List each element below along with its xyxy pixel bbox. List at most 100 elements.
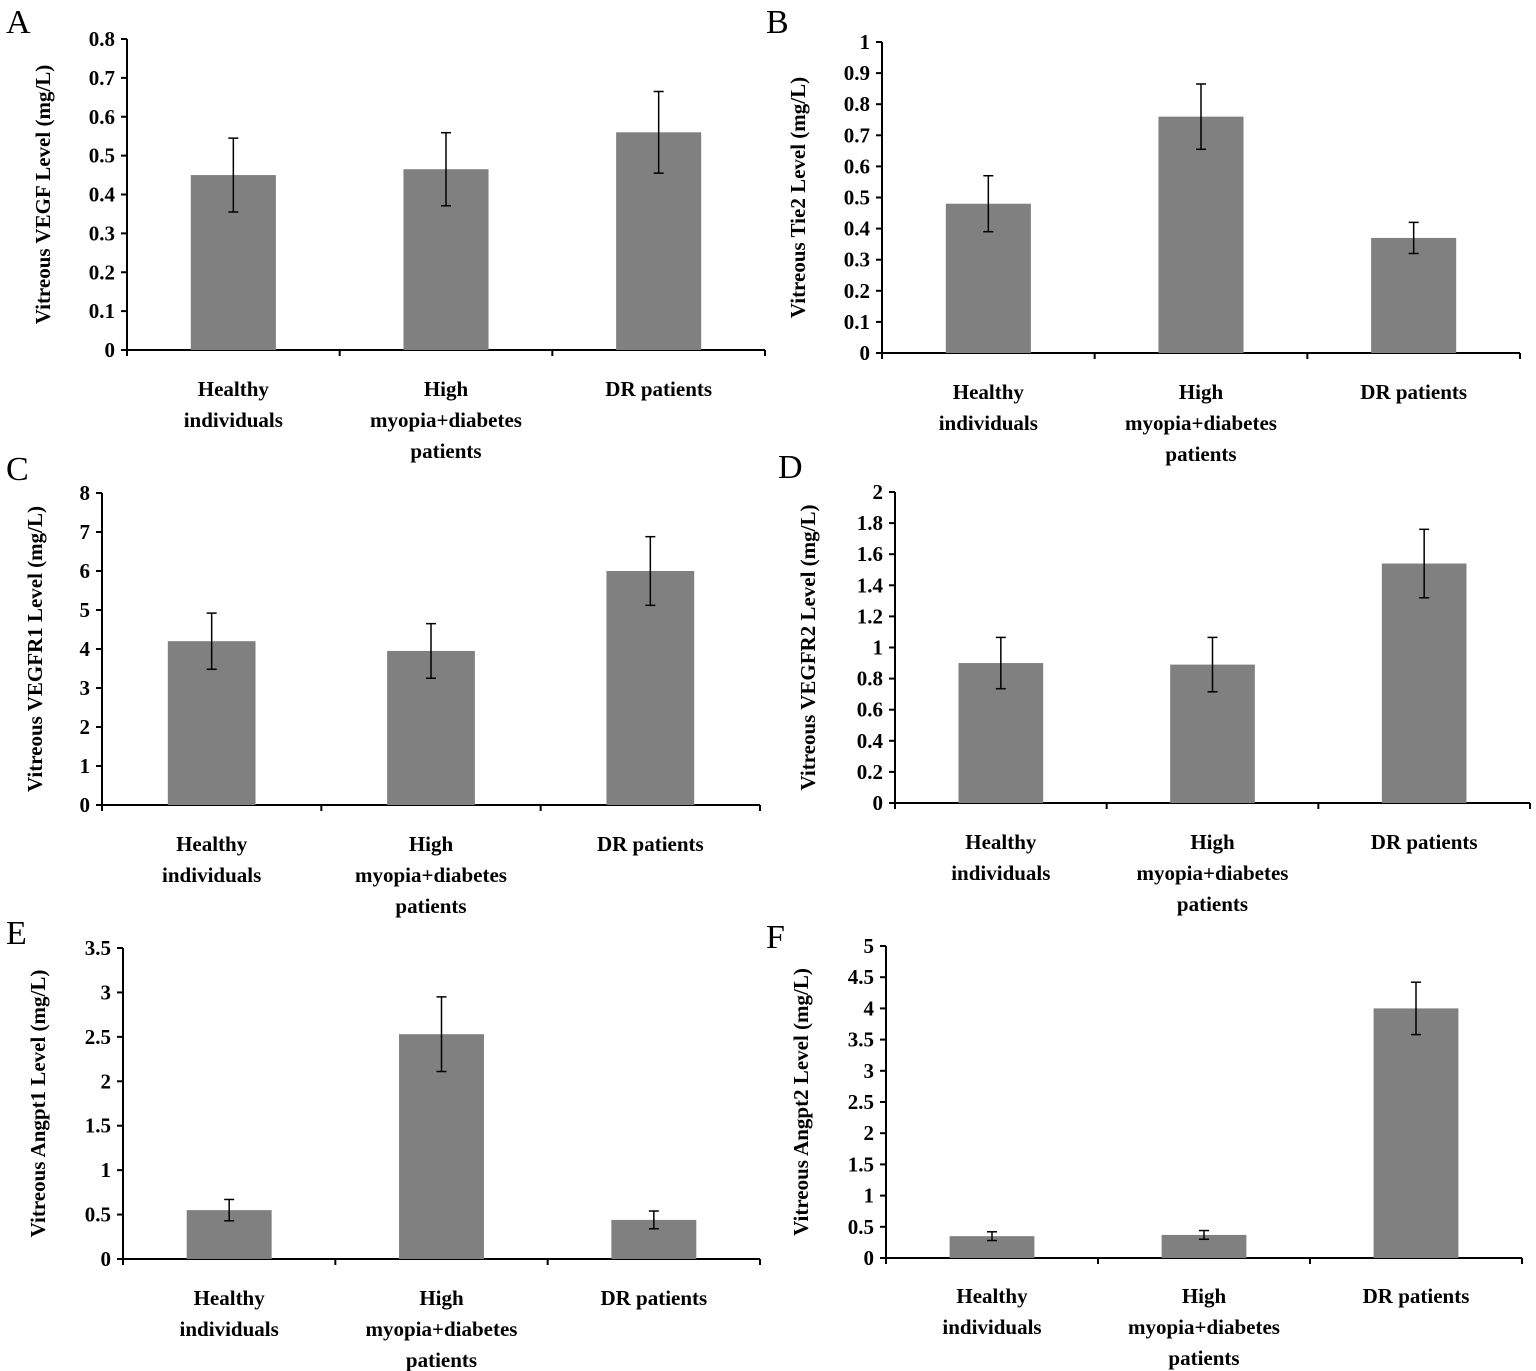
x-category-label: Healthy — [198, 377, 270, 401]
y-tick-label: 1 — [101, 1158, 112, 1182]
x-category-label: High — [409, 832, 454, 856]
y-axis-label: Vitreous Tie2 Level (mg/L) — [786, 77, 810, 318]
y-tick-label: 1.8 — [857, 511, 883, 535]
y-tick-label: 0.5 — [844, 186, 870, 210]
y-tick-label: 0 — [873, 791, 884, 815]
y-tick-label: 0 — [860, 341, 871, 365]
y-axis-label: Vitreous Angpt2 Level (mg/L) — [789, 968, 813, 1236]
x-category-label: Healthy — [956, 1284, 1028, 1308]
y-tick-label: 6 — [80, 559, 91, 583]
y-tick-label: 5 — [864, 934, 875, 958]
y-tick-label: 0.5 — [848, 1215, 874, 1239]
y-tick-label: 0.7 — [844, 123, 870, 147]
y-tick-label: 1.5 — [848, 1152, 874, 1176]
x-category-label: myopia+diabetes — [355, 863, 507, 887]
x-category-label: DR patients — [1371, 830, 1478, 854]
y-tick-label: 0.4 — [844, 217, 871, 241]
x-category-label: DR patients — [1363, 1284, 1470, 1308]
y-tick-label: 0 — [80, 793, 91, 817]
x-category-label: patients — [1168, 1346, 1239, 1370]
x-category-label: High — [1179, 380, 1224, 404]
x-category-label: individuals — [951, 861, 1050, 885]
y-tick-label: 2 — [101, 1069, 112, 1093]
x-category-label: patients — [1165, 442, 1236, 466]
x-category-label: patients — [410, 439, 481, 463]
x-category-label: Healthy — [194, 1286, 266, 1310]
x-category-label: myopia+diabetes — [1128, 1315, 1280, 1339]
x-category-label: myopia+diabetes — [370, 408, 522, 432]
x-category-label: individuals — [180, 1317, 279, 1341]
y-tick-label: 7 — [80, 520, 91, 544]
y-tick-label: 0.3 — [89, 221, 115, 245]
y-tick-label: 1.5 — [85, 1114, 111, 1138]
y-axis-label: Vitreous VEGFR2 Level (mg/L) — [796, 504, 820, 790]
x-category-label: Healthy — [965, 830, 1037, 854]
panel-letter: B — [766, 4, 789, 41]
y-tick-label: 0 — [864, 1246, 875, 1270]
y-tick-label: 0.8 — [89, 27, 115, 51]
x-category-label: High — [419, 1286, 464, 1310]
y-tick-label: 0.2 — [844, 279, 870, 303]
bar — [1161, 1234, 1247, 1258]
y-tick-label: 3 — [864, 1059, 875, 1083]
x-category-label: individuals — [184, 408, 283, 432]
y-tick-label: 0.2 — [89, 260, 115, 284]
bar — [606, 571, 695, 805]
y-tick-label: 0.5 — [85, 1203, 111, 1227]
y-tick-label: 1 — [80, 754, 91, 778]
x-category-label: DR patients — [605, 377, 712, 401]
chart-panel-e: E 0 0.5 1 1.5 2 2.5 3 3.5 Vitreous Angpt1 Level (… — [6, 915, 761, 1371]
y-tick-label: 3 — [80, 676, 91, 700]
y-tick-label: 0.5 — [89, 144, 115, 168]
y-tick-label: 2.5 — [85, 1025, 111, 1049]
y-tick-label: 0.9 — [844, 61, 870, 85]
y-tick-label: 4 — [864, 996, 875, 1020]
x-category-label: Healthy — [176, 832, 248, 856]
y-tick-label: 5 — [80, 598, 91, 622]
chart-panel-b: B 0 0.1 0.2 0.3 0.4 0.5 0.6 0.7 0.8 0.9 1 Vitreous T… — [766, 4, 1521, 466]
y-tick-label: 1 — [864, 1184, 875, 1208]
bar — [1381, 563, 1467, 803]
y-tick-label: 0.7 — [89, 66, 115, 90]
x-category-label: myopia+diabetes — [1137, 861, 1289, 885]
chart-panel-a: A 0 0.1 0.2 0.3 0.4 0.5 0.6 0.7 0.8 Vitreous VEGF … — [6, 4, 766, 463]
x-category-label: myopia+diabetes — [1125, 411, 1277, 435]
x-category-label: patients — [406, 1348, 477, 1371]
y-axis-label: Vitreous VEGF Level (mg/L) — [31, 65, 55, 325]
y-tick-label: 0.6 — [844, 154, 870, 178]
chart-panel-c: C 0 1 2 3 4 5 6 7 8 Vitreous VEGFR1 Level (mg/L) He… — [6, 451, 761, 918]
bar — [1371, 237, 1457, 353]
bar — [1158, 116, 1244, 353]
panel-letter: A — [6, 4, 31, 41]
y-tick-label: 0.6 — [89, 105, 115, 129]
y-tick-label: 2 — [80, 715, 91, 739]
panel-letter: D — [778, 449, 803, 486]
y-axis-label: Vitreous VEGFR1 Level (mg/L) — [23, 506, 47, 792]
panel-letter: F — [766, 919, 785, 956]
y-tick-label: 2.5 — [848, 1090, 874, 1114]
y-tick-label: 3.5 — [848, 1028, 874, 1052]
y-tick-label: 0 — [105, 338, 116, 362]
y-tick-label: 2 — [873, 480, 884, 504]
y-tick-label: 4 — [80, 637, 91, 661]
y-tick-label: 0.6 — [857, 698, 883, 722]
panel-letter: C — [6, 451, 29, 488]
y-tick-label: 8 — [80, 481, 91, 505]
y-tick-label: 0.1 — [89, 299, 115, 323]
y-tick-label: 0.1 — [844, 310, 870, 334]
x-category-label: DR patients — [597, 832, 704, 856]
x-category-label: patients — [1177, 892, 1248, 916]
x-category-label: High — [424, 377, 469, 401]
y-tick-label: 0.4 — [857, 729, 884, 753]
y-tick-label: 1.4 — [857, 573, 884, 597]
x-category-label: individuals — [939, 411, 1038, 435]
x-category-label: DR patients — [1360, 380, 1467, 404]
y-tick-label: 0.3 — [844, 248, 870, 272]
y-tick-label: 1 — [860, 30, 871, 54]
y-tick-label: 2 — [864, 1121, 875, 1145]
y-tick-label: 1.6 — [857, 542, 883, 566]
y-tick-label: 0.2 — [857, 760, 883, 784]
y-tick-label: 0 — [101, 1247, 112, 1271]
y-axis-label: Vitreous Angpt1 Level (mg/L) — [26, 970, 50, 1238]
